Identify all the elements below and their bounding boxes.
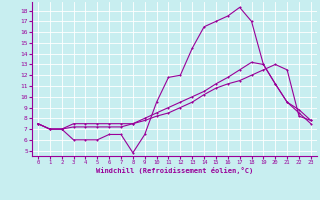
X-axis label: Windchill (Refroidissement éolien,°C): Windchill (Refroidissement éolien,°C) xyxy=(96,167,253,174)
